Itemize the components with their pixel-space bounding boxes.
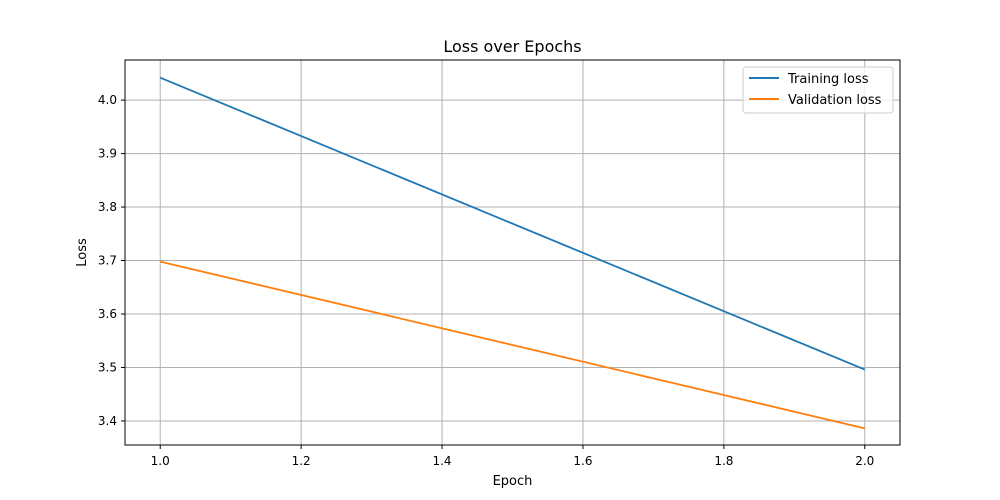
x-tick-labels: 1.0 1.2 1.4 1.6 1.8 2.0	[151, 454, 875, 468]
y-tick-label: 3.9	[98, 147, 117, 161]
y-tick-label: 3.6	[98, 307, 117, 321]
legend: Training loss Validation loss	[742, 66, 894, 114]
x-tick-label: 1.2	[292, 454, 311, 468]
y-tick-labels: 3.4 3.5 3.6 3.7 3.8 3.9 4.0	[98, 93, 117, 428]
series-line-validation-loss	[160, 260, 865, 430]
x-tick-label: 1.0	[151, 454, 170, 468]
series-lines	[159, 76, 866, 430]
x-tick-label: 1.4	[432, 454, 451, 468]
y-tick-label: 3.5	[98, 360, 117, 374]
legend-label-training-loss: Training loss	[787, 72, 869, 87]
x-axis-label: Epoch	[493, 474, 533, 489]
grid-lines	[125, 60, 900, 445]
y-tick-label: 4.0	[98, 93, 117, 107]
y-axis-label: Loss	[75, 238, 90, 267]
x-tick-label: 2.0	[855, 454, 874, 468]
chart-title: Loss over Epochs	[443, 37, 581, 56]
y-tick-label: 3.7	[98, 254, 117, 268]
x-tick-label: 1.6	[573, 454, 592, 468]
y-tick-label: 3.8	[98, 200, 117, 214]
legend-box	[742, 66, 894, 114]
y-tick-label: 3.4	[98, 414, 117, 428]
series-line-training-loss	[159, 76, 866, 371]
x-tick-label: 1.8	[714, 454, 733, 468]
plot-frame	[124, 59, 901, 446]
legend-label-validation-loss: Validation loss	[788, 93, 882, 108]
axis-ticks	[121, 99, 866, 449]
